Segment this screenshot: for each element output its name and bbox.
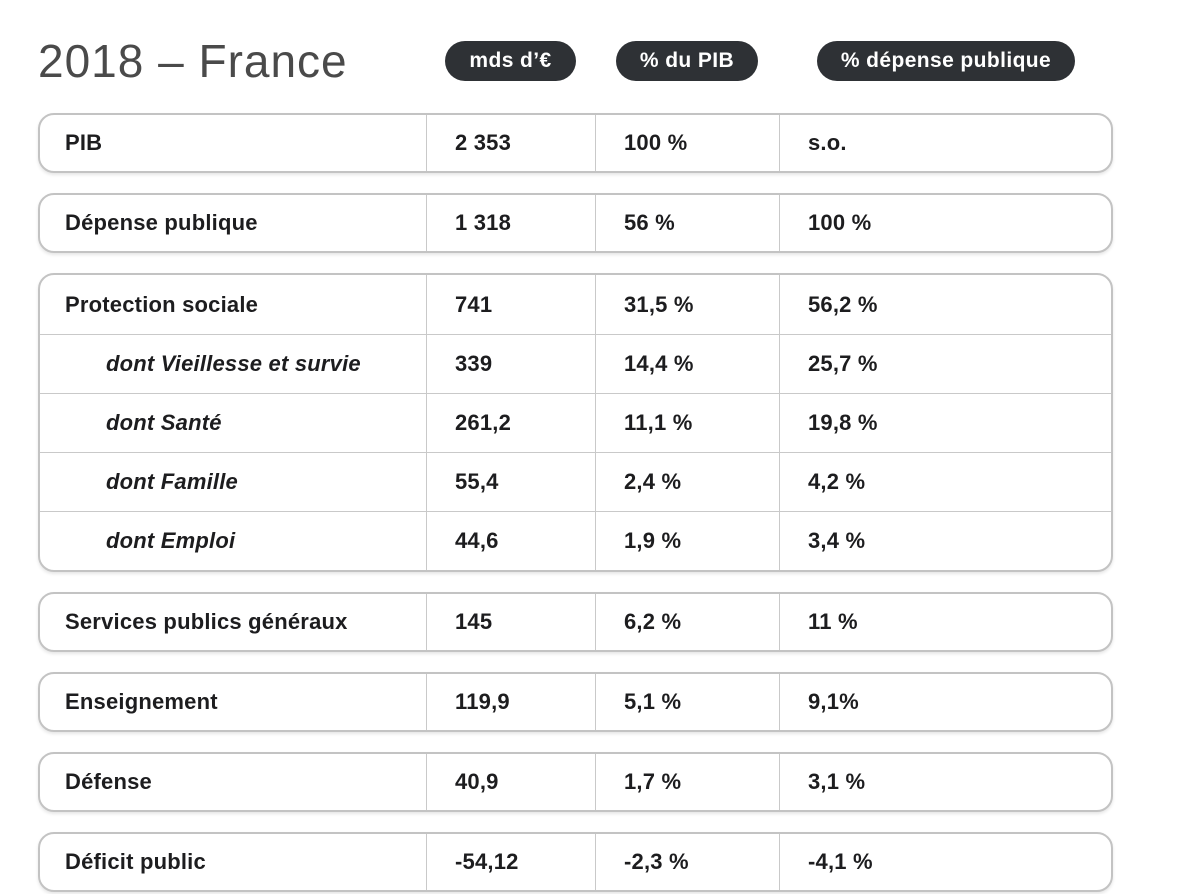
row-label: Déficit public (65, 849, 206, 874)
cell-pct-pib: 5,1 % (595, 674, 779, 730)
table-row: dont Santé 261,2 11,1 % 19,8 % (40, 393, 1111, 452)
cell-pct-depense-publique: -4,1 % (779, 834, 1111, 890)
cell-pct-pib: 100 % (595, 115, 779, 171)
cell-mds-eur: 339 (426, 335, 595, 393)
cell-pct-depense-publique: 9,1% (779, 674, 1111, 730)
header: 2018 – France mds d’€ % du PIB % dépense… (38, 28, 1113, 94)
row-label: PIB (65, 130, 103, 155)
cell-pct-pib: 14,4 % (595, 335, 779, 393)
cell-pct-pib: 56 % (595, 195, 779, 251)
row-label: Défense (65, 769, 152, 794)
cell-mds-eur: 1 318 (426, 195, 595, 251)
cell-mds-eur: 119,9 (426, 674, 595, 730)
cell-mds-eur: 55,4 (426, 453, 595, 511)
cell-mds-eur: 261,2 (426, 394, 595, 452)
cell-pct-depense-publique: 11 % (779, 594, 1111, 650)
cell-pct-pib: 1,9 % (595, 512, 779, 570)
cell-mds-eur: 145 (426, 594, 595, 650)
table-row: Défense 40,9 1,7 % 3,1 % (40, 754, 1111, 810)
cell-mds-eur: 44,6 (426, 512, 595, 570)
table-group: Dépense publique 1 318 56 % 100 % (38, 193, 1113, 253)
cell-pct-depense-publique: 100 % (779, 195, 1111, 251)
cell-pct-depense-publique: 56,2 % (779, 275, 1111, 334)
table-group: Services publics généraux 145 6,2 % 11 % (38, 592, 1113, 652)
table-group: Protection sociale 741 31,5 % 56,2 % dont Vi… (38, 273, 1113, 572)
table-row: dont Emploi 44,6 1,9 % 3,4 % (40, 511, 1111, 570)
cell-pct-depense-publique: 3,1 % (779, 754, 1111, 810)
row-label: dont Famille (106, 469, 238, 494)
cell-pct-pib: 11,1 % (595, 394, 779, 452)
table-row: Services publics généraux 145 6,2 % 11 % (40, 594, 1111, 650)
row-label: dont Vieillesse et survie (106, 351, 361, 376)
table-row: PIB 2 353 100 % s.o. (40, 115, 1111, 171)
table-row: dont Famille 55,4 2,4 % 4,2 % (40, 452, 1111, 511)
cell-pct-depense-publique: 19,8 % (779, 394, 1111, 452)
column-pill-pct-depense-publique: % dépense publique (816, 41, 1076, 81)
row-label: Services publics généraux (65, 609, 348, 634)
cell-pct-depense-publique: 4,2 % (779, 453, 1111, 511)
table-row: Dépense publique 1 318 56 % 100 % (40, 195, 1111, 251)
table-row: Déficit public -54,12 -2,3 % -4,1 % (40, 834, 1111, 890)
table-group: Enseignement 119,9 5,1 % 9,1% (38, 672, 1113, 732)
cell-pct-depense-publique: 25,7 % (779, 335, 1111, 393)
table: PIB 2 353 100 % s.o. Dépense publique 1 318 56… (38, 113, 1113, 892)
cell-pct-pib: 2,4 % (595, 453, 779, 511)
cell-pct-pib: 6,2 % (595, 594, 779, 650)
cell-pct-pib: -2,3 % (595, 834, 779, 890)
column-pill-pct-pib: % du PIB (615, 41, 759, 81)
table-row: dont Vieillesse et survie 339 14,4 % 25,7 % (40, 334, 1111, 393)
cell-pct-pib: 1,7 % (595, 754, 779, 810)
cell-mds-eur: 2 353 (426, 115, 595, 171)
row-label: Enseignement (65, 689, 218, 714)
cell-mds-eur: 40,9 (426, 754, 595, 810)
table-row: Protection sociale 741 31,5 % 56,2 % (40, 275, 1111, 334)
row-label: dont Santé (106, 410, 222, 435)
cell-mds-eur: 741 (426, 275, 595, 334)
row-label: Dépense publique (65, 210, 258, 235)
cell-mds-eur: -54,12 (426, 834, 595, 890)
table-group: Défense 40,9 1,7 % 3,1 % (38, 752, 1113, 812)
row-label: Protection sociale (65, 291, 259, 317)
table-group: Déficit public -54,12 -2,3 % -4,1 % (38, 832, 1113, 892)
column-pill-mds-eur: mds d’€ (445, 41, 576, 81)
row-label: dont Emploi (106, 528, 236, 553)
table-group: PIB 2 353 100 % s.o. (38, 113, 1113, 173)
table-row: Enseignement 119,9 5,1 % 9,1% (40, 674, 1111, 730)
cell-pct-depense-publique: 3,4 % (779, 512, 1111, 570)
page-title: 2018 – France (38, 35, 348, 87)
cell-pct-pib: 31,5 % (595, 275, 779, 334)
cell-pct-depense-publique: s.o. (779, 115, 1111, 171)
